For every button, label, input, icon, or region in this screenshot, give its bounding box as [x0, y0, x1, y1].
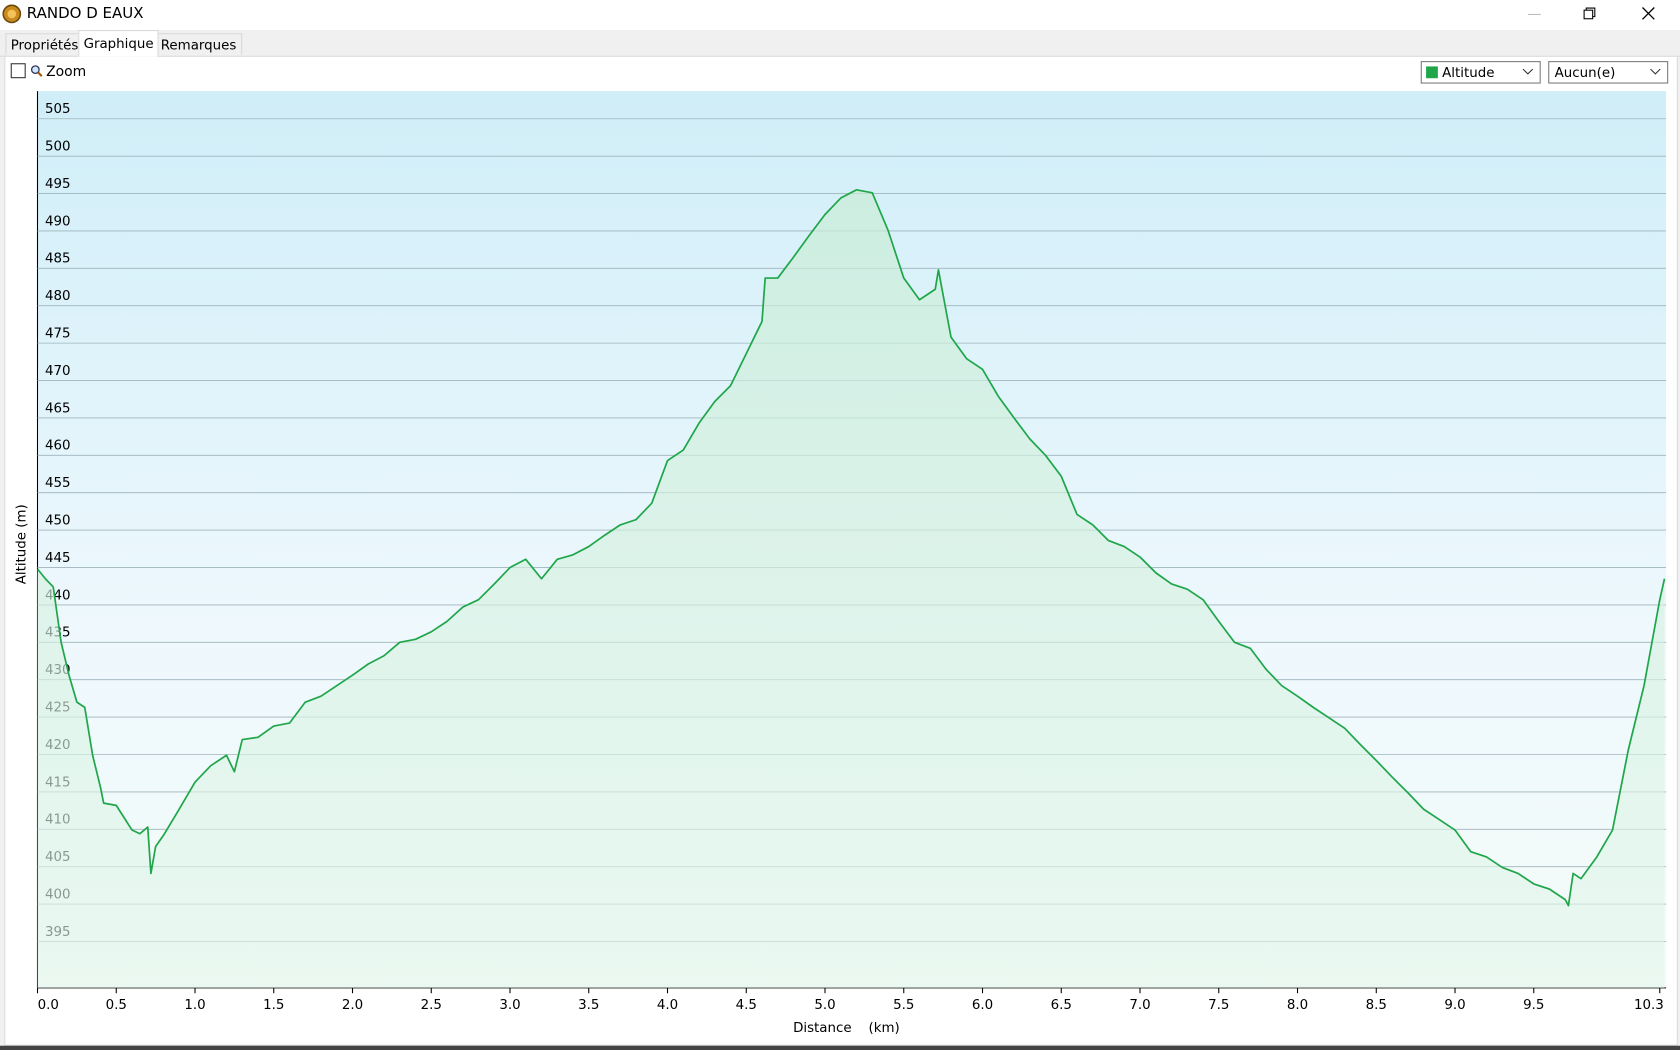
x-tick-label: 8.0 — [1287, 998, 1308, 1013]
x-tick-label: 2.0 — [342, 998, 363, 1013]
tab-bar: Propriétés Graphique Remarques — [0, 30, 1680, 57]
x-tick-label: 4.5 — [736, 998, 757, 1013]
x-tick-label: 5.5 — [893, 998, 914, 1013]
status-edge — [0, 1045, 1680, 1050]
second-select[interactable]: Aucun(e) — [1548, 61, 1669, 84]
x-axis-label: Distance (km) — [793, 1021, 900, 1036]
series-swatch — [1426, 66, 1438, 79]
y-tick-label: 460 — [45, 439, 71, 454]
area-fill — [37, 189, 1665, 988]
y-tick-label: 475 — [45, 326, 71, 341]
x-tick-label: 9.0 — [1444, 998, 1465, 1013]
tab-active[interactable]: Graphique — [78, 30, 159, 57]
y-tick-label: 505 — [45, 102, 71, 117]
x-tick-label: 2.5 — [421, 998, 442, 1013]
y-tick-label: 455 — [45, 476, 71, 491]
close[interactable] — [1642, 7, 1655, 20]
app-icon — [2, 4, 22, 24]
y-tick-label: 495 — [45, 177, 71, 192]
x-tick-label: 10.3 — [1634, 998, 1664, 1013]
checkbox[interactable] — [10, 63, 26, 79]
restore[interactable] — [1583, 7, 1596, 20]
x-tick-label: 6.0 — [972, 998, 993, 1013]
x-tick-label: 8.5 — [1366, 998, 1387, 1013]
y-tick-label: 500 — [45, 139, 71, 154]
x-tick-label: 9.5 — [1523, 998, 1544, 1013]
window-controls[interactable] — [1519, 0, 1680, 30]
x-tick-label: 0.5 — [106, 998, 127, 1013]
zoom-label: Zoom — [46, 64, 87, 81]
series-select[interactable]: Altitude — [1420, 61, 1541, 84]
y-tick-label: 485 — [45, 252, 71, 267]
zoom-toggle[interactable]: Zoom — [10, 63, 87, 81]
y-tick-label: 470 — [45, 364, 71, 379]
x-tick-label: 1.5 — [263, 998, 284, 1013]
y-tick-label: 450 — [45, 513, 71, 528]
title-bar: RANDO D EAUX — [0, 0, 1680, 31]
x-tick-label: 3.5 — [578, 998, 599, 1013]
x-tick-label: 4.0 — [657, 998, 678, 1013]
x-tick-label: 7.0 — [1129, 998, 1150, 1013]
x-tick-label: 5.0 — [814, 998, 835, 1013]
altitude-line — [36, 188, 1666, 907]
x-tick-label: 6.5 — [1051, 998, 1072, 1013]
x-tick-label: 0.0 — [38, 998, 59, 1013]
y-axis-label: Altitude (m) — [15, 504, 30, 584]
x-tick-label: 1.0 — [184, 998, 205, 1013]
dropdown-arrow — [1650, 68, 1661, 75]
series-select-label: Altitude — [1442, 64, 1495, 81]
y-tick-label: 490 — [45, 214, 71, 229]
zoom-icon — [30, 65, 43, 77]
x-tick-label: 3.0 — [499, 998, 520, 1013]
window-title: RANDO D EAUX — [26, 5, 144, 23]
dropdown-arrow — [1522, 68, 1534, 75]
second-select-label: Aucun(e) — [1554, 64, 1616, 81]
y-tick-label: 465 — [45, 401, 71, 416]
y-tick-label: 480 — [45, 289, 71, 304]
x-tick-label: 7.5 — [1208, 998, 1229, 1013]
y-tick-label: 445 — [45, 551, 71, 566]
